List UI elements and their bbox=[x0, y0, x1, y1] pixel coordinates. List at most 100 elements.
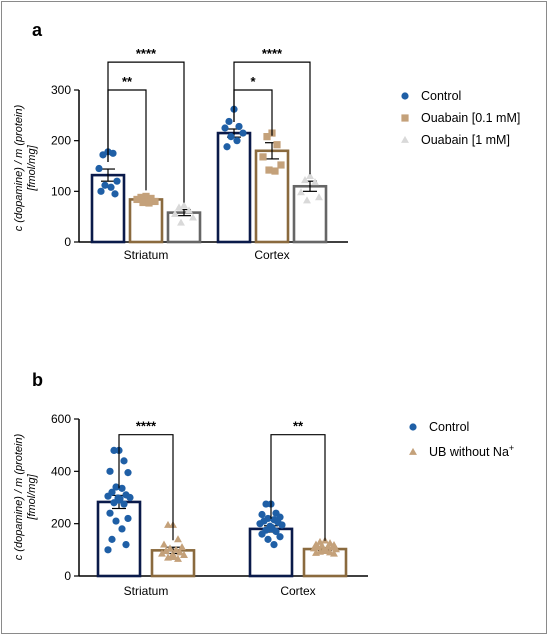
data-point bbox=[164, 520, 172, 528]
data-point bbox=[164, 553, 172, 561]
y-axis-title: c (dopamine) / m (protein)[fmol/mg] bbox=[13, 433, 38, 560]
significance-bracket bbox=[118, 434, 174, 541]
x-category-label: Cortex bbox=[280, 584, 315, 598]
significance-bracket bbox=[233, 61, 311, 175]
y-tick-label: 200 bbox=[51, 134, 71, 148]
legend-marker bbox=[401, 114, 409, 122]
y-axis-title: c (dopamine) / m (protein)[fmol/mg] bbox=[13, 104, 38, 231]
legend-label: Ouabain [1 mM] bbox=[421, 133, 510, 147]
data-point bbox=[111, 190, 119, 198]
bar bbox=[96, 500, 142, 578]
data-point bbox=[273, 141, 281, 149]
data-point bbox=[97, 187, 105, 195]
legend-marker bbox=[409, 447, 417, 455]
data-point bbox=[109, 149, 117, 157]
data-point bbox=[176, 548, 184, 556]
data-point bbox=[178, 543, 186, 551]
y-tick-label: 600 bbox=[51, 412, 71, 426]
data-point bbox=[112, 483, 120, 491]
legend-label-superscript: + bbox=[509, 443, 514, 453]
data-point bbox=[124, 514, 132, 523]
data-point bbox=[162, 547, 170, 555]
data-point bbox=[171, 209, 179, 218]
data-point bbox=[137, 193, 145, 202]
legend-marker bbox=[409, 423, 417, 431]
data-point bbox=[99, 151, 107, 159]
panel-letter-a: a bbox=[32, 20, 43, 40]
legend-label: Control bbox=[421, 89, 461, 103]
data-point bbox=[263, 133, 271, 141]
bar bbox=[302, 547, 348, 578]
data-point bbox=[118, 484, 126, 492]
data-point bbox=[321, 547, 329, 555]
data-point bbox=[180, 201, 188, 209]
data-point bbox=[104, 546, 112, 554]
data-point bbox=[303, 196, 311, 204]
data-point bbox=[258, 530, 266, 538]
y-axis-title-line: [fmol/mg] bbox=[26, 144, 38, 191]
data-point bbox=[142, 192, 150, 200]
data-point bbox=[272, 527, 280, 536]
x-category-label: Striatum bbox=[124, 248, 169, 262]
data-point bbox=[227, 133, 235, 141]
data-point bbox=[258, 510, 266, 519]
data-point bbox=[118, 525, 126, 533]
data-point bbox=[139, 198, 147, 207]
data-point bbox=[110, 446, 118, 454]
data-point bbox=[185, 206, 193, 214]
data-point bbox=[160, 540, 168, 548]
legend-marker bbox=[401, 92, 409, 100]
significance-label: **** bbox=[262, 46, 283, 61]
data-point bbox=[174, 554, 182, 562]
data-point bbox=[145, 199, 153, 207]
y-tick-label: 400 bbox=[51, 464, 71, 478]
data-point bbox=[277, 161, 285, 169]
y-axis-title-line: c (dopamine) / m (protein) bbox=[13, 104, 25, 231]
data-point bbox=[235, 122, 243, 131]
legend-marker bbox=[401, 135, 409, 143]
data-point bbox=[108, 535, 116, 543]
chart-panel-a: 0 100 200 300 c (dopamine) / m (protein)[fmo… bbox=[13, 46, 520, 262]
data-point bbox=[133, 195, 141, 204]
significance-bracket bbox=[107, 61, 185, 203]
y-tick-label: 100 bbox=[51, 184, 71, 198]
data-point bbox=[95, 164, 103, 173]
data-point bbox=[271, 167, 279, 175]
y-tick-label: 200 bbox=[51, 517, 71, 531]
data-point bbox=[259, 153, 267, 161]
panel-letter-b: b bbox=[32, 370, 43, 390]
legend-label: UB without Na+ bbox=[429, 443, 514, 459]
data-point bbox=[147, 194, 155, 203]
data-point bbox=[124, 469, 132, 477]
data-point bbox=[177, 218, 185, 226]
data-point bbox=[120, 500, 128, 508]
bar bbox=[166, 211, 202, 244]
data-point bbox=[256, 520, 264, 528]
data-point bbox=[315, 193, 323, 201]
data-point bbox=[223, 143, 231, 151]
legend-label: Ouabain [0.1 mM] bbox=[421, 111, 520, 125]
data-point bbox=[158, 549, 166, 557]
data-point bbox=[225, 117, 233, 126]
data-point bbox=[166, 544, 174, 552]
data-point bbox=[174, 535, 182, 543]
y-axis-title-line: c (dopamine) / m (protein) bbox=[13, 433, 25, 560]
data-point bbox=[101, 181, 109, 189]
data-point bbox=[233, 137, 241, 145]
x-category-label: Striatum bbox=[124, 584, 169, 598]
data-point bbox=[265, 166, 273, 174]
data-point bbox=[110, 499, 118, 507]
y-tick-label: 0 bbox=[64, 235, 71, 249]
y-tick-label: 0 bbox=[64, 569, 71, 583]
y-axis-title-line: [fmol/mg] bbox=[26, 473, 38, 520]
legend-label: Control bbox=[429, 420, 469, 434]
data-point bbox=[311, 178, 319, 186]
data-point bbox=[113, 177, 121, 185]
data-point bbox=[169, 553, 177, 561]
y-tick-label: 300 bbox=[51, 83, 71, 97]
x-category-label: Cortex bbox=[254, 248, 289, 262]
data-point bbox=[106, 467, 114, 475]
data-point bbox=[301, 176, 309, 184]
data-point bbox=[330, 549, 338, 557]
data-point bbox=[104, 492, 112, 500]
